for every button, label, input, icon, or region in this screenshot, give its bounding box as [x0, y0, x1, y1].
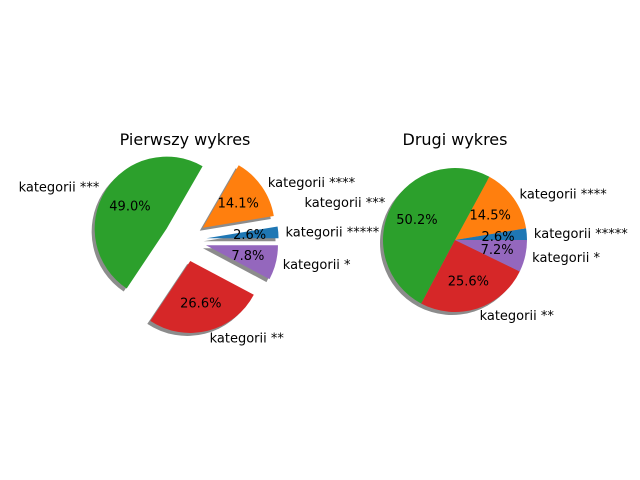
slice-percent-label: 14.1%: [218, 197, 259, 212]
slice-percent-label: 25.6%: [448, 275, 489, 290]
chart-title: Drugi wykres: [403, 130, 508, 149]
pie-slice: [455, 240, 527, 272]
slice-percent-label: 14.5%: [470, 208, 511, 223]
pie-slice: [383, 168, 490, 304]
pie-chart-first: Pierwszy wykres 2.6% kategorii ***** 14.1%…: [19, 130, 380, 346]
slice-category-label: kategorii *: [283, 258, 351, 273]
slice-category-label: kategorii **: [480, 309, 555, 324]
slice-percent-label: 2.6%: [233, 228, 266, 243]
slice-labels: 2.6% kategorii ***** 14.5% kategorii **** 50…: [304, 188, 628, 324]
slice-category-label: kategorii *****: [534, 227, 628, 242]
slice-category-label: kategorii ****: [520, 188, 608, 203]
slice-category-label: kategorii *: [532, 251, 600, 266]
slice-category-label: kategorii *****: [285, 225, 379, 240]
pie-slice: [455, 176, 527, 240]
slice-category-label: kategorii **: [210, 331, 285, 346]
slice-category-label: kategorii ***: [304, 196, 385, 211]
pie-slice: [206, 226, 279, 239]
slice-percent-label: 7.8%: [231, 249, 264, 264]
pie-slice: [202, 165, 274, 228]
chart-title: Pierwszy wykres: [120, 130, 251, 149]
slice-category-label: kategorii ****: [268, 176, 356, 191]
slice-percent-label: 49.0%: [109, 199, 150, 214]
slice-category-label: kategorii ***: [19, 180, 100, 195]
pie-slice: [421, 240, 520, 312]
pie-slice: [205, 245, 278, 280]
slices: [94, 156, 279, 333]
slice-labels: 2.6% kategorii ***** 14.1% kategorii **** 49…: [19, 176, 380, 346]
slice-percent-label: 7.2%: [481, 243, 514, 258]
slices: [383, 168, 527, 312]
pie-chart-second: Drugi wykres 2.6% kategorii ***** 14.5% kat…: [304, 130, 628, 324]
pie-slice: [150, 260, 254, 333]
slice-percent-label: 2.6%: [482, 230, 515, 245]
slice-percent-label: 26.6%: [180, 296, 221, 311]
pie-slice: [455, 228, 527, 240]
slice-percent-label: 50.2%: [396, 213, 437, 228]
pie-slice: [94, 156, 203, 289]
